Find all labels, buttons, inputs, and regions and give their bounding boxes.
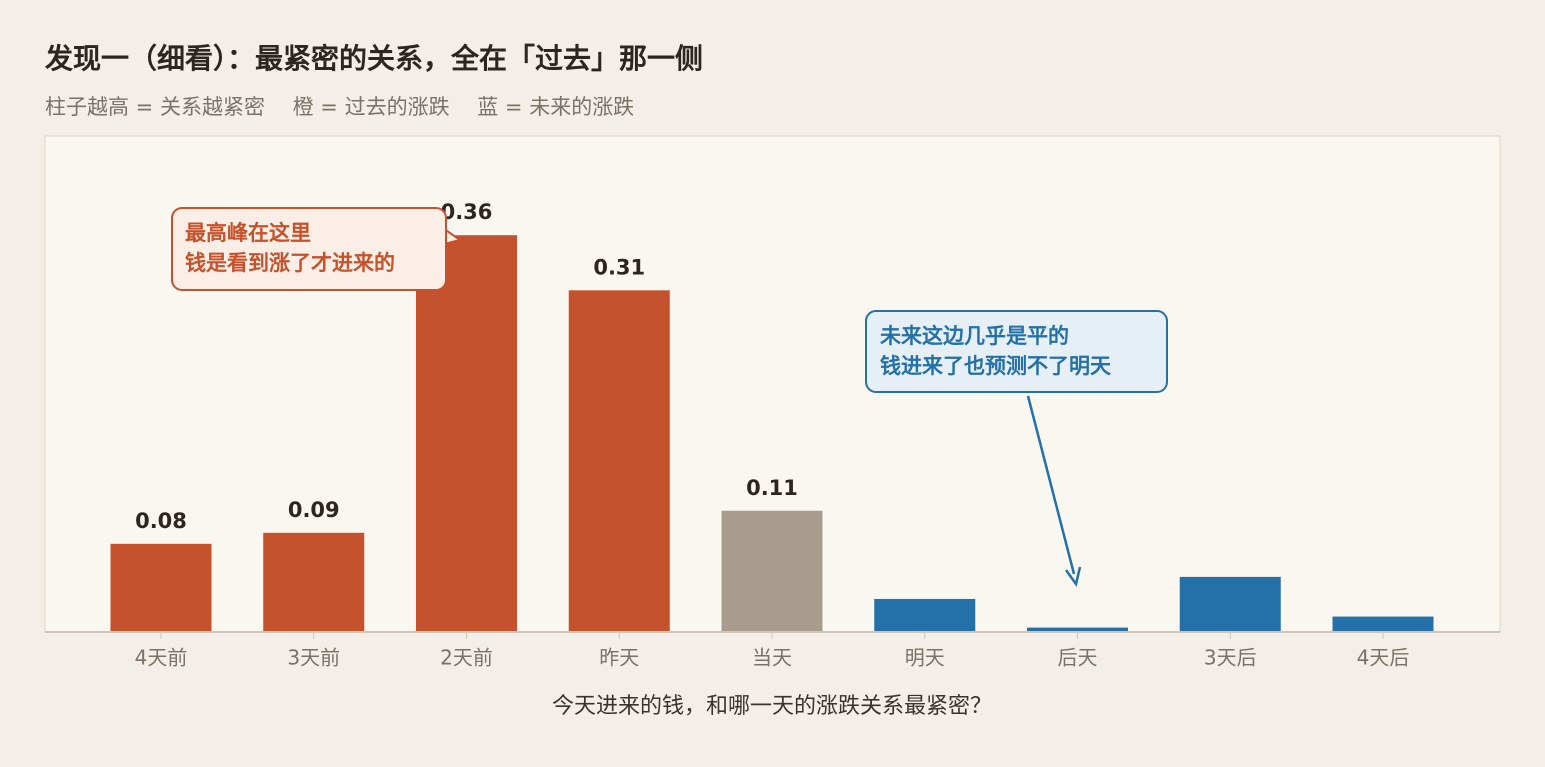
x-tick-label: 昨天	[599, 646, 639, 670]
bar	[263, 532, 365, 632]
value-label: 0.08	[135, 509, 187, 533]
callout-box	[171, 207, 447, 291]
annotation: 钱进来了也预测不了明天	[880, 354, 1112, 378]
x-tick-label: 当天	[752, 646, 792, 670]
annotation: 钱是看到涨了才进来的	[185, 251, 395, 275]
value-label: 0.11	[746, 476, 798, 500]
arrow-head	[1064, 566, 1082, 587]
bar	[416, 235, 517, 632]
bar	[721, 510, 823, 632]
bar	[1332, 616, 1434, 632]
bar	[874, 598, 976, 632]
callout-past: 最高峰在这里 钱是看到涨了才进来的	[171, 207, 463, 291]
value-label: 0.31	[593, 255, 645, 279]
callout-box	[865, 310, 1168, 393]
x-tick-label: 明天	[905, 646, 945, 670]
callout-future: 未来这边几乎是平的 钱进来了也预测不了明天	[865, 310, 1168, 587]
chart-title: 发现一（细看）：最紧密的关系，全在「过去」那一侧	[44, 42, 703, 75]
x-tick-label: 2天前	[440, 646, 493, 670]
chart-subtitle: 柱子越高 = 关系越紧密 橙 = 过去的涨跌 蓝 = 未来的涨跌	[45, 95, 634, 119]
bar	[1179, 576, 1281, 632]
bar	[568, 290, 670, 632]
annotation: 最高峰在这里	[185, 221, 311, 245]
x-tick-label: 后天	[1058, 646, 1098, 670]
x-tick-label: 4天前	[135, 646, 188, 670]
x-tick-label: 3天前	[287, 646, 340, 670]
bar	[110, 543, 212, 632]
x-axis-label: 今天进来的钱，和哪一天的涨跌关系最紧密？	[552, 694, 992, 719]
value-label: 0.36	[441, 200, 493, 224]
arrow	[1026, 395, 1076, 575]
value-label: 0.09	[288, 498, 340, 522]
bar	[1027, 627, 1128, 632]
annotation: 未来这边几乎是平的	[880, 324, 1069, 348]
x-tick-label: 4天后	[1357, 646, 1410, 670]
x-tick-label: 3天后	[1204, 646, 1257, 670]
